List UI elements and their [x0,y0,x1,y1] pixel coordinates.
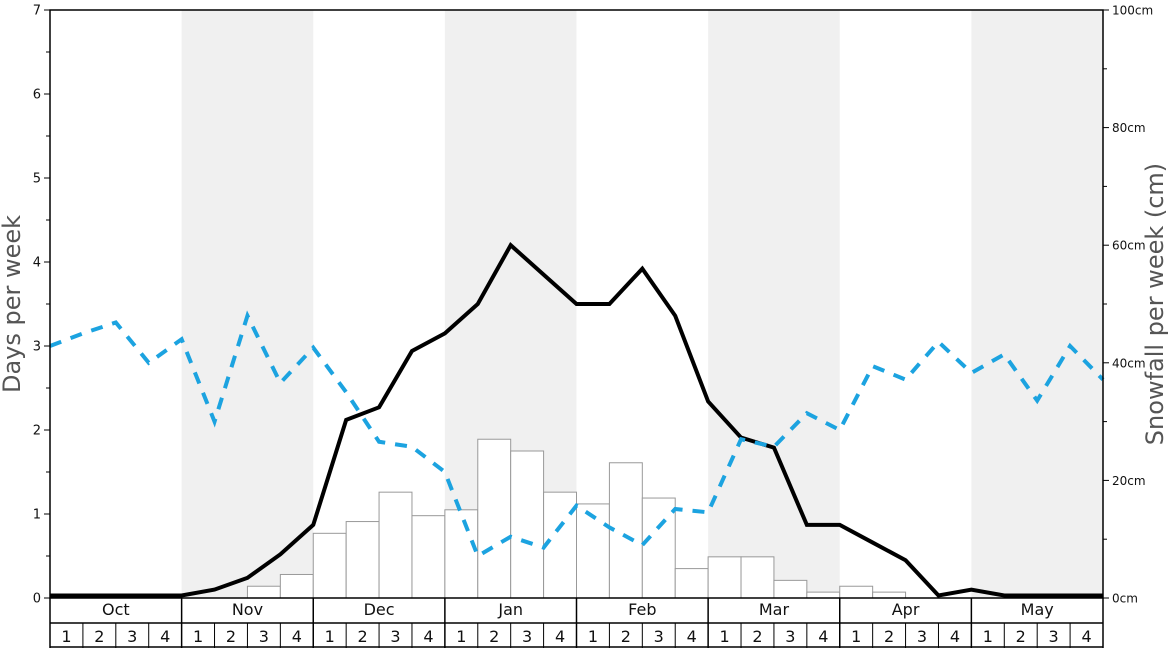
week-label: 3 [390,627,400,646]
snowfall-bar [411,515,446,599]
week-label: 4 [818,627,828,646]
month-band-nov [181,10,314,598]
week-label: 2 [1016,627,1026,646]
week-label: 1 [193,627,203,646]
week-label: 4 [423,627,433,646]
week-label: 4 [160,627,170,646]
week-label: 4 [555,627,565,646]
week-label: 1 [61,627,71,646]
snowfall-bar [641,497,676,599]
snowfall-bar [444,509,479,599]
y-left-tick-label: 5 [33,172,41,187]
week-label: 3 [522,627,532,646]
y-axis-left-title: Days per week [0,215,26,393]
week-label: 3 [654,627,664,646]
week-label: 2 [94,627,104,646]
y-left-tick-label: 1 [33,508,41,523]
x-axis-calendar: Oct 1 2 3 4 Nov 1 2 3 4 Dec 1 2 3 4 Jan 1 2 3 4 Feb 1 2 3 4 Mar 1 2… [49,598,1104,648]
snowfall-bar [510,450,545,599]
y-left-tick-label: 7 [33,4,41,19]
week-label: 2 [884,627,894,646]
week-label: 4 [1081,627,1091,646]
y-left-tick-label: 4 [33,256,41,271]
snowfall-bar [707,556,742,599]
y-right-tick-label: 40cm [1112,356,1146,370]
snowfall-bar [872,591,907,599]
week-label: 2 [621,627,631,646]
y-left-tick-label: 6 [33,88,41,103]
week-label: 3 [259,627,269,646]
week-label: 1 [719,627,729,646]
y-axis-right-title: Snowfall per week (cm) [1141,163,1168,445]
data-lines [49,242,1105,598]
dashed-line [49,310,1105,559]
week-label: 1 [588,627,598,646]
snowfall-bar [674,568,709,599]
month-label-mar: Mar [759,600,790,619]
week-label: 3 [127,627,137,646]
snowfall-bar [345,521,380,599]
week-label: 4 [292,627,302,646]
snowfall-bar [477,438,512,599]
y-right-tick-label: 0cm [1112,592,1138,606]
week-label: 3 [917,627,927,646]
snowfall-bar [378,491,413,599]
snowfall-bar [806,591,841,599]
snowfall-bar [279,573,314,599]
month-label-dec: Dec [364,600,395,619]
week-label: 2 [752,627,762,646]
month-label-may: May [1021,600,1054,619]
week-label: 1 [983,627,993,646]
y-left-tick-label: 2 [33,424,41,439]
y-right-tick-label: 20cm [1112,474,1146,488]
week-label: 2 [489,627,499,646]
y-right-tick-label: 80cm [1112,121,1146,135]
week-label: 3 [785,627,795,646]
snowfall-bar [246,585,281,599]
month-label-jan: Jan [497,600,523,619]
month-band-may [971,10,1103,598]
month-label-feb: Feb [628,600,656,619]
solid-line [50,242,1103,598]
month-band-mar [708,10,840,598]
y-right-tick-label: 60cm [1112,239,1146,253]
snowfall-bar [576,503,610,599]
y-left-tick-label: 3 [33,340,41,355]
snowfall-bar [773,579,808,599]
y-axis-left: 0 1 2 3 4 5 6 7 [33,4,50,607]
month-label-oct: Oct [102,600,130,619]
week-label: 1 [456,627,466,646]
week-label: 1 [325,627,335,646]
month-label-apr: Apr [892,600,920,619]
snowfall-bar [543,491,577,599]
y-left-tick-label: 0 [33,592,41,607]
y-right-tick-label: 100cm [1112,4,1153,18]
week-label: 4 [687,627,697,646]
month-label-nov: Nov [232,600,263,619]
week-label: 2 [226,627,236,646]
snowfall-bar [740,556,775,599]
snowfall-bar [312,532,347,599]
month-bands [181,10,1103,598]
week-label: 3 [1049,627,1059,646]
y-axis-right: 0cm 20cm 40cm 60cm 80cm 100cm [1103,4,1153,606]
snowfall-bar [608,462,643,599]
week-label: 2 [358,627,368,646]
week-label: 4 [950,627,960,646]
week-label: 1 [851,627,861,646]
snowfall-bar [839,585,874,599]
snowfall-bars [246,438,907,599]
